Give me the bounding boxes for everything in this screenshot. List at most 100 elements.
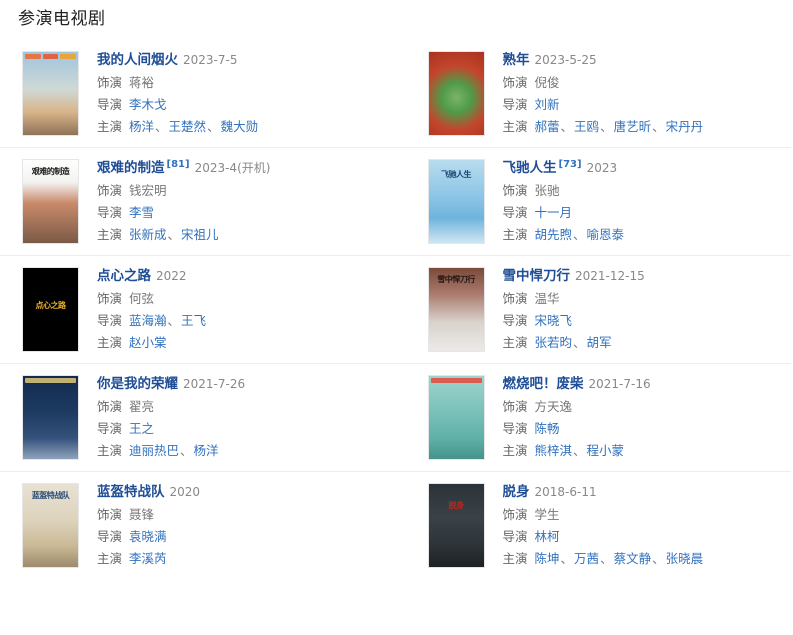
person-link[interactable]: 唐艺昕	[613, 119, 652, 134]
work-title-line: 我的人间烟火 2023-7-5	[97, 49, 396, 71]
role-line: 饰演 聂锋	[97, 504, 396, 526]
poster-artwork	[428, 484, 484, 567]
starring-label: 主演	[97, 227, 123, 242]
person-link[interactable]: 李溪芮	[129, 551, 167, 566]
person-link[interactable]: 张若昀	[534, 335, 573, 350]
person-link[interactable]: 蓝海瀚	[129, 313, 167, 328]
person-link[interactable]: 袁晓满	[129, 529, 167, 544]
work-info: 熟年 2023-5-25 饰演 倪俊 导演 刘新 主演 郝蕾、王鸥、唐艺昕、宋丹丹	[485, 49, 792, 138]
person-link[interactable]: 胡军	[586, 335, 612, 350]
poster-dian-xin-zhi-lu[interactable]: 点心之路	[22, 267, 79, 352]
person-link[interactable]: 十一月	[534, 205, 573, 220]
person-link[interactable]: 魏大勋	[220, 119, 259, 134]
person-link[interactable]: 蔡文静	[613, 551, 652, 566]
person-link[interactable]: 迪丽热巴	[129, 443, 180, 458]
starring-line: 主演 张新成、宋祖儿	[97, 224, 396, 246]
work-title-link[interactable]: 我的人间烟火	[97, 52, 178, 68]
poster-artwork	[428, 52, 484, 135]
director-line: 导演 刘新	[503, 94, 792, 116]
person-link[interactable]: 王之	[129, 421, 155, 436]
role-label: 饰演	[502, 291, 528, 306]
starring-label: 主演	[502, 119, 528, 134]
poster-xue-zhong-han-dao-xing[interactable]: 雪中悍刀行	[427, 267, 485, 352]
person-link[interactable]: 杨洋	[193, 443, 219, 458]
work-title-link[interactable]: 艰难的制造	[97, 160, 165, 176]
work-title-link[interactable]: 点心之路	[97, 268, 151, 284]
poster-tuo-shen[interactable]: 脱身	[427, 483, 485, 568]
person-link[interactable]: 喻恩泰	[586, 227, 625, 242]
poster-title-text: 飞驰人生	[441, 169, 472, 179]
person-link[interactable]: 刘新	[534, 97, 560, 112]
poster-artwork	[23, 160, 78, 243]
poster-artwork	[23, 52, 78, 135]
name-separator: 、	[167, 227, 181, 242]
role-label: 饰演	[502, 507, 528, 522]
person-link[interactable]: 杨洋	[129, 119, 155, 134]
person-link[interactable]: 王楚然	[168, 119, 207, 134]
person-link[interactable]: 郝蕾	[534, 119, 560, 134]
work-info: 蓝盔特战队 2020 饰演 聂锋 导演 袁晓满 主演 李溪芮	[79, 481, 396, 570]
person-link[interactable]: 林柯	[534, 529, 560, 544]
work-item: 我的人间烟火 2023-7-5 饰演 蒋裕 导演 李木戈 主演 杨洋、王楚然、魏大勋	[0, 40, 396, 147]
person-link[interactable]: 赵小棠	[129, 335, 167, 350]
work-title-link[interactable]: 蓝盔特战队	[97, 484, 165, 500]
person-link[interactable]: 张晓晨	[665, 551, 704, 566]
starring-line: 主演 熊梓淇、程小蒙	[503, 440, 792, 462]
reference-superscript[interactable]: [73]	[558, 158, 582, 170]
work-info: 脱身 2018-6-11 饰演 学生 导演 林柯 主演 陈坤、万茜、蔡文静、张晓晨	[485, 481, 792, 570]
poster-artwork	[23, 268, 78, 351]
person-link[interactable]: 陈坤	[534, 551, 560, 566]
person-link[interactable]: 李木戈	[129, 97, 167, 112]
work-title-line: 你是我的荣耀 2021-7-26	[97, 373, 396, 395]
work-title-link[interactable]: 脱身	[502, 484, 530, 500]
role-line: 饰演 翟亮	[97, 396, 396, 418]
director-label: 导演	[502, 97, 528, 112]
poster-jian-nan-de-zhi-zao[interactable]: 艰难的制造	[22, 159, 79, 244]
role-line: 饰演 钱宏明	[97, 180, 396, 202]
work-title-link[interactable]: 飞驰人生	[502, 160, 557, 176]
person-link[interactable]: 李雪	[129, 205, 155, 220]
person-link[interactable]: 王鸥	[574, 119, 600, 134]
person-link[interactable]: 宋晓飞	[534, 313, 573, 328]
poster-wo-de-ren-jian-yan-huo[interactable]	[22, 51, 79, 136]
person-link[interactable]: 陈畅	[534, 421, 560, 436]
work-row: 点心之路 点心之路 2022 饰演 何弦 导演 蓝海瀚、王飞 主演 赵小棠 雪中悍刀行 雪中悍刀行 2…	[0, 256, 791, 364]
poster-fei-chi-ren-sheng[interactable]: 飞驰人生	[427, 159, 485, 244]
work-info: 艰难的制造 [81] 2023-4(开机) 饰演 钱宏明 导演 李雪 主演 张新成、宋祖儿	[79, 157, 396, 246]
poster-shu-nian[interactable]	[427, 51, 485, 136]
person-link[interactable]: 王飞	[181, 313, 207, 328]
work-item: 艰难的制造 艰难的制造 [81] 2023-4(开机) 饰演 钱宏明 导演 李雪 主演 张新成、宋…	[0, 148, 396, 255]
poster-artwork	[428, 268, 484, 351]
person-link[interactable]: 万茜	[574, 551, 600, 566]
work-title-link[interactable]: 雪中悍刀行	[502, 268, 571, 284]
name-separator: 、	[573, 443, 586, 458]
name-separator: 、	[180, 443, 193, 458]
name-separator: 、	[167, 313, 181, 328]
person-link[interactable]: 张新成	[129, 227, 167, 242]
poster-badge-strip	[25, 54, 77, 59]
work-item: 熟年 2023-5-25 饰演 倪俊 导演 刘新 主演 郝蕾、王鸥、唐艺昕、宋丹丹	[396, 40, 792, 147]
person-link[interactable]: 程小蒙	[586, 443, 625, 458]
work-info: 我的人间烟火 2023-7-5 饰演 蒋裕 导演 李木戈 主演 杨洋、王楚然、魏大勋	[79, 49, 396, 138]
role-value: 张驰	[534, 183, 560, 198]
person-link[interactable]: 胡先煦	[534, 227, 573, 242]
poster-ran-shao-ba-fei-chai[interactable]	[427, 375, 485, 460]
poster-title-text: 点心之路	[35, 301, 67, 311]
work-date: 2020	[169, 485, 201, 499]
person-link[interactable]: 宋丹丹	[665, 119, 704, 134]
work-info: 燃烧吧！废柴 2021-7-16 饰演 方天逸 导演 陈畅 主演 熊梓淇、程小蒙	[485, 373, 792, 462]
work-info: 飞驰人生 [73] 2023 饰演 张驰 导演 十一月 主演 胡先煦、喻恩泰	[485, 157, 792, 246]
director-label: 导演	[502, 529, 528, 544]
work-title-link[interactable]: 熟年	[502, 52, 530, 68]
poster-ni-shi-wo-de-rong-yao[interactable]	[22, 375, 79, 460]
work-title-link[interactable]: 你是我的荣耀	[97, 376, 178, 392]
reference-superscript[interactable]: [81]	[166, 158, 190, 170]
person-link[interactable]: 宋祖儿	[181, 227, 219, 242]
role-value: 方天逸	[534, 399, 573, 414]
poster-lan-kui-te-zhan-dui[interactable]: 蓝盔特战队	[22, 483, 79, 568]
person-link[interactable]: 熊梓淇	[534, 443, 573, 458]
role-value: 钱宏明	[129, 183, 167, 198]
work-date: 2021-12-15	[575, 269, 645, 283]
starring-line: 主演 杨洋、王楚然、魏大勋	[97, 116, 396, 138]
work-title-link[interactable]: 燃烧吧！废柴	[502, 376, 584, 392]
